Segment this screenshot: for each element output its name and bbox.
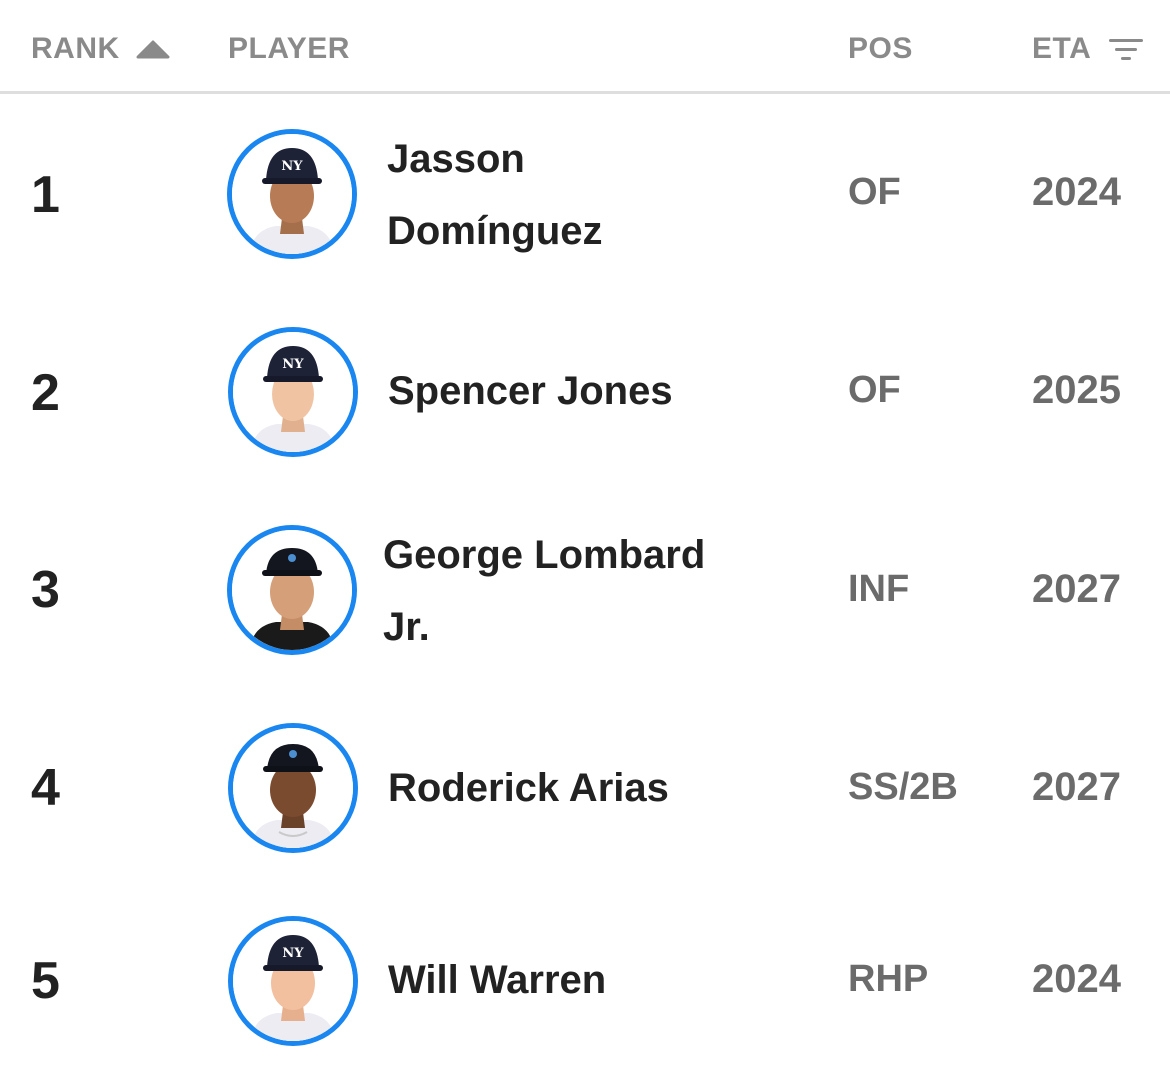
player-avatar[interactable] [227,525,357,655]
svg-text:NY: NY [281,159,303,174]
player-headshot-icon: NY [232,134,352,254]
player-avatar[interactable]: NY [228,327,358,457]
player-headshot-icon: NY [233,921,353,1041]
player-name[interactable]: Will Warren [388,944,768,1016]
svg-text:NY: NY [282,357,304,372]
table-row[interactable]: 4 Roderick Arias SS/2B 2027 [0,688,1170,885]
pos-column-header[interactable]: POS [848,32,913,65]
filter-icon[interactable] [1109,37,1144,61]
player-name-line2: Jr. [383,605,430,649]
position-value: INF [848,568,910,610]
rank-value: 3 [31,561,60,619]
table-header: RANK PLAYER POS ETA [0,0,1170,94]
table-row[interactable]: 1 NY Jasson Domínguez OF 2024 [0,95,1170,292]
eta-column-header[interactable]: ETA [1032,30,1144,68]
eta-value: 2027 [1032,567,1121,611]
player-headshot-icon [232,530,352,650]
player-avatar[interactable] [228,723,358,853]
player-name-line1: George Lombard [383,533,706,577]
player-headshot-icon: NY [233,332,353,452]
eta-value: 2024 [1032,170,1121,214]
player-headshot-icon [233,728,353,848]
position-value: RHP [848,958,929,1000]
eta-value: 2027 [1032,765,1121,809]
table-row[interactable]: 3 George Lombard Jr. INF 2027 [0,490,1170,687]
rank-column-header[interactable]: RANK [31,30,170,68]
eta-value: 2024 [1032,957,1121,1001]
player-column-header[interactable]: PLAYER [228,32,350,65]
player-name[interactable]: Jasson Domínguez [387,123,767,267]
player-name-line1: Spencer Jones [388,369,673,413]
rank-value: 1 [31,166,60,224]
table-row[interactable]: 5 NY Will Warren RHP 2024 [0,885,1170,1082]
eta-header-label: ETA [1032,32,1092,65]
rank-header-label: RANK [31,32,120,65]
player-name-line1: Will Warren [388,958,607,1002]
svg-text:NY: NY [282,946,304,961]
rank-value: 2 [31,364,60,422]
player-name[interactable]: Spencer Jones [388,355,768,427]
player-avatar[interactable]: NY [227,129,357,259]
player-name[interactable]: George Lombard Jr. [383,519,763,663]
table-row[interactable]: 2 NY Spencer Jones OF 2025 [0,293,1170,490]
player-name[interactable]: Roderick Arias [388,752,768,824]
position-value: OF [848,369,901,411]
position-value: OF [848,171,901,213]
player-avatar[interactable]: NY [228,916,358,1046]
eta-value: 2025 [1032,368,1121,412]
position-value: SS/2B [848,766,958,808]
player-name-line1: Jasson [387,137,525,181]
sort-ascending-icon [136,39,170,59]
player-name-line1: Roderick Arias [388,766,669,810]
rank-value: 4 [31,759,60,817]
rank-value: 5 [31,952,60,1010]
player-name-line2: Domínguez [387,209,603,253]
